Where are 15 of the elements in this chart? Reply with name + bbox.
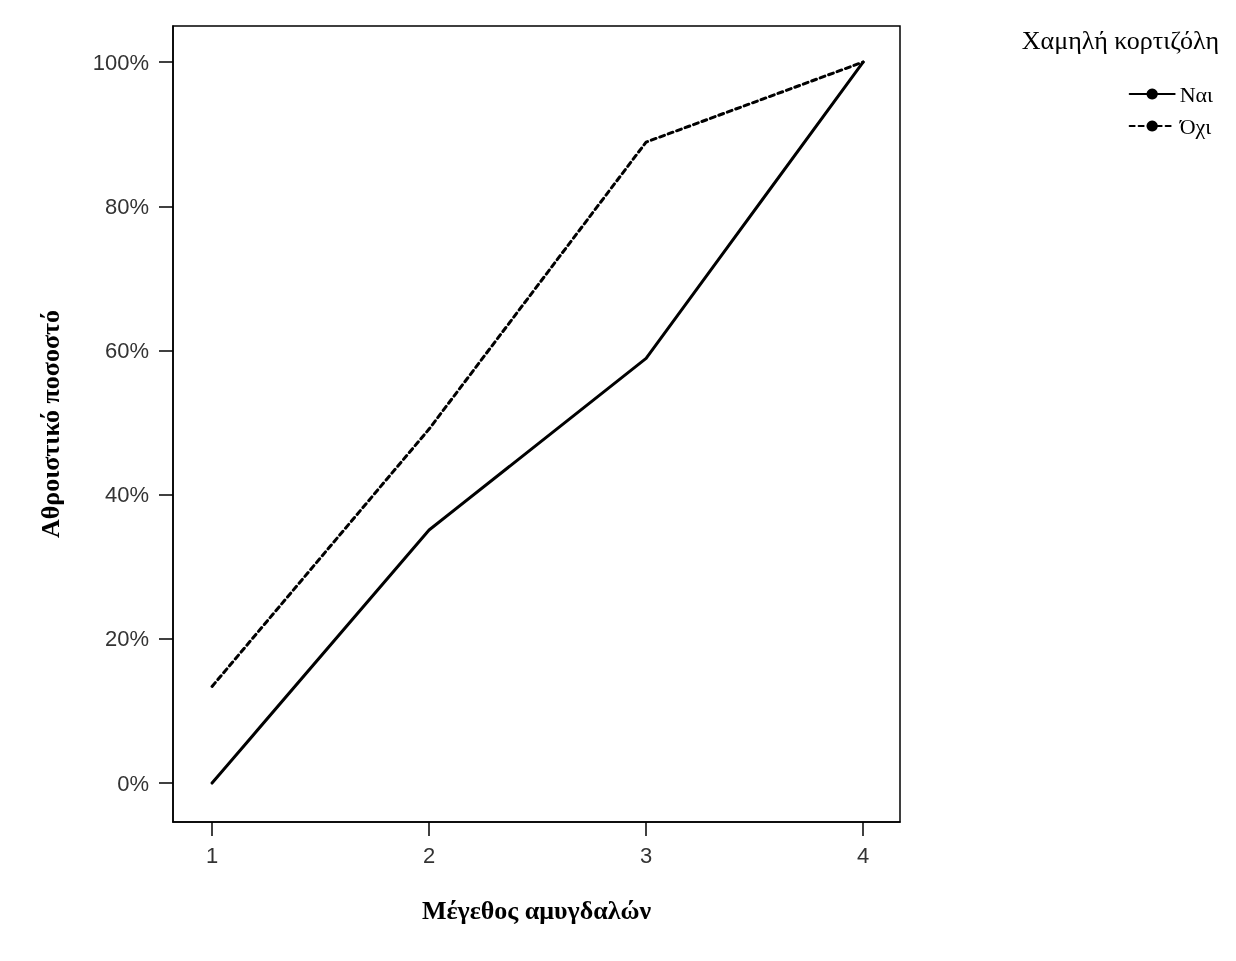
x-tick-label: 1: [205, 842, 219, 868]
x-tick-label: 4: [856, 842, 870, 868]
legend-title: Χαμηλή κορτιζόλη: [1021, 25, 1220, 55]
y-tick-label: 40%: [104, 482, 149, 508]
y-tick-label: 20%: [104, 626, 149, 652]
legend-label: Ναι: [1179, 81, 1214, 107]
y-tick-label: 60%: [104, 337, 149, 363]
legend-label: Όχι: [1178, 113, 1212, 139]
y-tick-label: 100%: [92, 49, 149, 75]
y-tick-label: 80%: [104, 193, 149, 219]
x-axis-title: Μέγεθος αμυγδαλών: [421, 895, 652, 925]
y-tick-label: 0%: [117, 770, 149, 796]
x-tick-label: 3: [639, 842, 653, 868]
x-tick-label: 2: [422, 842, 436, 868]
y-axis-title: Αθροιστικό ποσοστό: [35, 309, 65, 539]
